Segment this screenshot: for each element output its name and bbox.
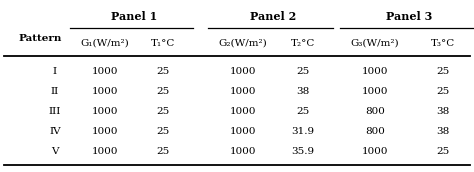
Text: 35.9: 35.9: [292, 148, 315, 157]
Text: 1000: 1000: [362, 67, 388, 77]
Text: 25: 25: [296, 67, 310, 77]
Text: 1000: 1000: [92, 88, 118, 96]
Text: 1000: 1000: [92, 148, 118, 157]
Text: 1000: 1000: [230, 67, 256, 77]
Text: Panel 2: Panel 2: [250, 10, 296, 22]
Text: 25: 25: [156, 88, 170, 96]
Text: T₁°C: T₁°C: [151, 39, 175, 47]
Text: G₂(W/m²): G₂(W/m²): [219, 39, 267, 47]
Text: Panel 3: Panel 3: [386, 10, 432, 22]
Text: 1000: 1000: [362, 148, 388, 157]
Text: 1000: 1000: [230, 127, 256, 137]
Text: IV: IV: [49, 127, 61, 137]
Text: 25: 25: [156, 127, 170, 137]
Text: II: II: [51, 88, 59, 96]
Text: 25: 25: [437, 67, 450, 77]
Text: 25: 25: [437, 148, 450, 157]
Text: T₃°C: T₃°C: [431, 39, 455, 47]
Text: V: V: [51, 148, 59, 157]
Text: 38: 38: [437, 108, 450, 116]
Text: 1000: 1000: [230, 88, 256, 96]
Text: III: III: [49, 108, 61, 116]
Text: G₃(W/m²): G₃(W/m²): [351, 39, 399, 47]
Text: 1000: 1000: [92, 67, 118, 77]
Text: 25: 25: [156, 67, 170, 77]
Text: 1000: 1000: [230, 148, 256, 157]
Text: 38: 38: [437, 127, 450, 137]
Text: 1000: 1000: [92, 108, 118, 116]
Text: 1000: 1000: [230, 108, 256, 116]
Text: 800: 800: [365, 127, 385, 137]
Text: I: I: [53, 67, 57, 77]
Text: 25: 25: [156, 148, 170, 157]
Text: T₂°C: T₂°C: [291, 39, 315, 47]
Text: 25: 25: [437, 88, 450, 96]
Text: 1000: 1000: [92, 127, 118, 137]
Text: Pattern: Pattern: [18, 34, 61, 43]
Text: 38: 38: [296, 88, 310, 96]
Text: 1000: 1000: [362, 88, 388, 96]
Text: G₁(W/m²): G₁(W/m²): [81, 39, 129, 47]
Text: 800: 800: [365, 108, 385, 116]
Text: Panel 1: Panel 1: [111, 10, 157, 22]
Text: 31.9: 31.9: [292, 127, 315, 137]
Text: 25: 25: [156, 108, 170, 116]
Text: 25: 25: [296, 108, 310, 116]
